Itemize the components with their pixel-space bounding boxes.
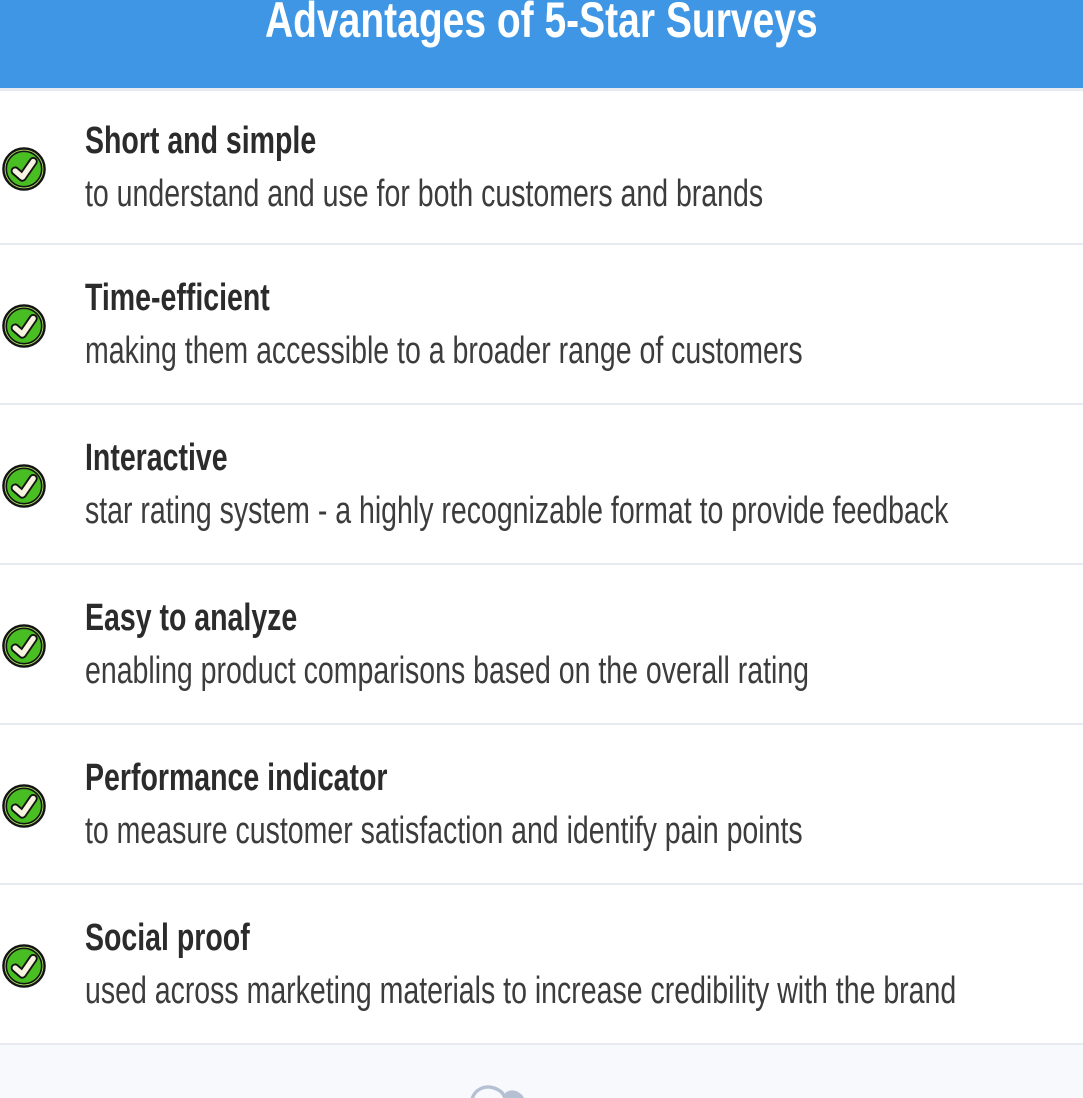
item-text: Time-efficient making them accessible to… — [85, 276, 1042, 373]
footer-band — [0, 1045, 1083, 1098]
list-item: Time-efficient making them accessible to… — [0, 245, 1083, 405]
check-circle-icon — [2, 464, 46, 508]
list-item: Interactive star rating system - a highl… — [0, 405, 1083, 565]
list-item: Easy to analyze enabling product compari… — [0, 565, 1083, 725]
check-circle-icon — [2, 304, 46, 348]
check-circle-icon — [2, 944, 46, 988]
item-text: Easy to analyze enabling product compari… — [85, 596, 1050, 693]
header-banner: Advantages of 5-Star Surveys — [0, 0, 1083, 88]
item-title: Performance indicator — [85, 756, 388, 799]
item-description: making them accessible to a broader rang… — [85, 329, 803, 372]
list-item: Short and simple to understand and use f… — [0, 91, 1083, 245]
check-circle-icon — [2, 624, 46, 668]
item-title: Time-efficient — [85, 276, 270, 319]
check-circle-icon — [2, 147, 46, 191]
item-text: Social proof used across marketing mater… — [85, 916, 1083, 1013]
item-description: to measure customer satisfaction and ide… — [85, 809, 803, 852]
item-description: star rating system - a highly recognizab… — [85, 489, 949, 532]
item-title: Interactive — [85, 436, 228, 479]
item-description: enabling product comparisons based on th… — [85, 649, 810, 692]
item-title: Short and simple — [85, 119, 317, 162]
item-title: Easy to analyze — [85, 596, 298, 639]
page-title: Advantages of 5-Star Surveys — [265, 0, 818, 48]
check-circle-icon — [2, 784, 46, 828]
item-text: Performance indicator to measure custome… — [85, 756, 1042, 853]
item-title: Social proof — [85, 916, 250, 959]
list-item: Social proof used across marketing mater… — [0, 885, 1083, 1045]
item-description: used across marketing materials to incre… — [85, 969, 957, 1012]
item-text: Interactive star rating system - a highl… — [85, 436, 1083, 533]
item-description: to understand and use for both customers… — [85, 172, 764, 215]
list-item: Performance indicator to measure custome… — [0, 725, 1083, 885]
advantages-list: Short and simple to understand and use f… — [0, 91, 1083, 1045]
cloud-doodle-icon — [470, 1085, 524, 1098]
item-text: Short and simple to understand and use f… — [85, 119, 989, 216]
header-divider — [0, 88, 1083, 91]
